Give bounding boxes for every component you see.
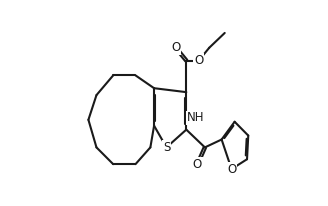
- Text: S: S: [163, 141, 170, 154]
- Text: O: O: [194, 54, 203, 67]
- Text: O: O: [171, 41, 180, 54]
- Text: NH: NH: [187, 111, 204, 124]
- Text: O: O: [193, 158, 202, 171]
- Text: O: O: [227, 163, 236, 176]
